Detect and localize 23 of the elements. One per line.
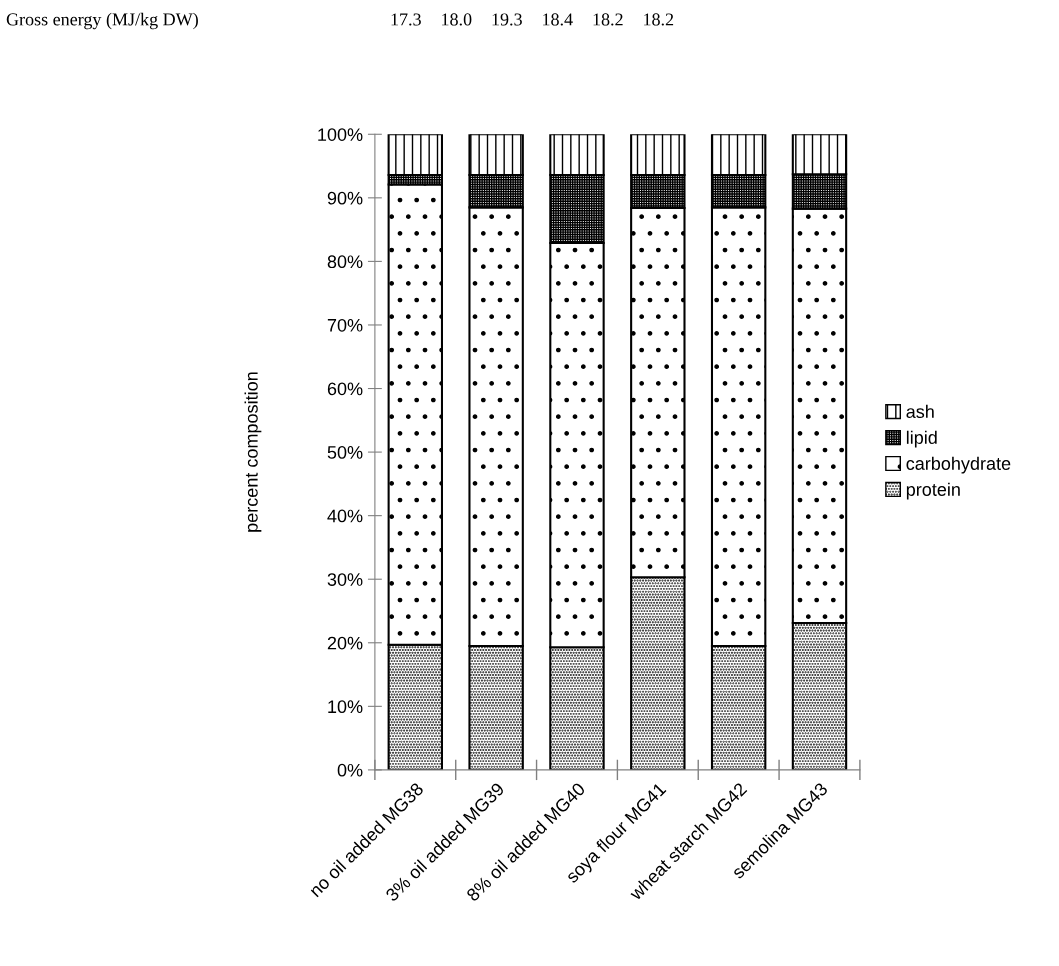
y-tick-label: 60%: [327, 382, 363, 396]
y-tick-label: 50%: [327, 446, 363, 459]
text: 18.4: [543, 13, 573, 26]
y-tick-label: 80%: [327, 255, 363, 269]
text: 18.2: [593, 13, 623, 26]
y-axis-title: percent composition: [244, 372, 262, 532]
legend-label: lipid: [906, 430, 937, 448]
legend-label: protein: [906, 482, 960, 500]
y-tick-label: 70%: [327, 318, 363, 332]
y-tick-label: 30%: [327, 573, 363, 586]
text: 19.3: [492, 13, 522, 26]
text: 18.2: [644, 13, 674, 26]
y-tick-label: 100%: [318, 128, 363, 141]
y-tick-label: 90%: [327, 191, 363, 205]
y-tick-label: 10%: [328, 700, 363, 714]
legend-label: carbohydrate: [906, 456, 1011, 474]
y-tick-label: 40%: [327, 509, 363, 523]
text: Gross energy (MJ/kg DW): [6, 12, 198, 30]
legend-label: ash: [906, 404, 934, 419]
y-tick-label: 20%: [327, 636, 363, 650]
text: 17.3: [391, 13, 421, 26]
text: 18.0: [442, 13, 472, 26]
y-tick-label: 0%: [337, 763, 363, 777]
